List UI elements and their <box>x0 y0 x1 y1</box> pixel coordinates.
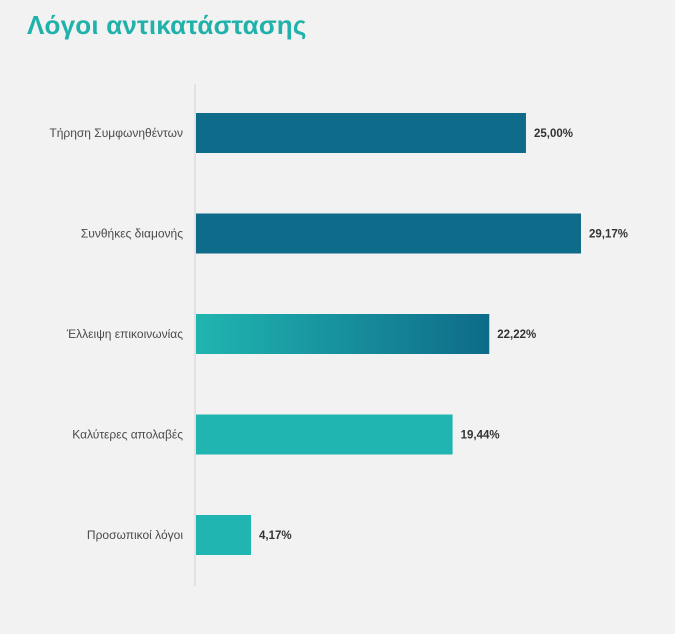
bar-3 <box>196 314 490 354</box>
category-label-5: Προσωπικοί λόγοι <box>87 528 183 542</box>
category-label-1: Τήρηση Συμφωνηθέντων <box>49 126 183 140</box>
bar-5 <box>196 515 252 555</box>
category-label-2: Συνθήκες διαμονής <box>81 227 183 241</box>
value-label-5: 4,17% <box>259 530 292 542</box>
chart-title: Λόγοι αντικατάστασης <box>27 10 307 40</box>
category-label-3: Έλλειψη επικοινωνίας <box>66 327 183 341</box>
category-label-4: Καλύτερες απολαβές <box>72 428 183 442</box>
bar-4 <box>196 414 453 455</box>
bar-2 <box>196 213 581 254</box>
value-label-2: 29,17% <box>589 229 628 241</box>
value-label-4: 19,44% <box>461 430 500 442</box>
value-label-1: 25,00% <box>534 128 573 140</box>
bar-1 <box>196 113 526 153</box>
value-label-3: 22,22% <box>497 329 536 341</box>
